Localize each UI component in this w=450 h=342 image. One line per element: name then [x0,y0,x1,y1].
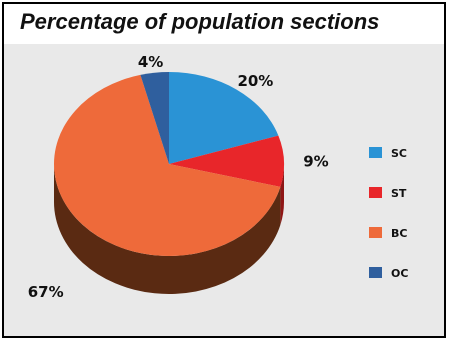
legend-label-oc: OC [391,267,408,280]
legend-swatch-st [369,187,382,198]
legend-swatch-oc [369,267,382,278]
chart-title: Percentage of population sections [20,9,380,34]
chart-frame: Percentage of population sections 20% 9% 6… [2,2,446,338]
pie-side-bc [54,164,281,294]
legend-swatch-sc [369,147,382,158]
pie-slice-bc [53,74,281,256]
plot-area: 20% 9% 67% 4% SC ST BC OC [4,44,444,336]
pie-slice-st [169,135,284,187]
pie-slice-sc [169,72,279,164]
data-label-oc: 4% [138,53,163,71]
legend-label-st: ST [391,187,407,200]
pie-chart: 20% 9% 67% 4% SC ST BC OC [28,53,409,301]
legend-label-bc: BC [391,227,407,240]
legend-swatch-bc [369,227,382,238]
data-label-bc: 67% [28,283,64,301]
data-label-sc: 20% [237,72,273,90]
pie-slice-oc [140,72,169,164]
legend-label-sc: SC [391,147,407,160]
pie-side-st [280,164,284,225]
title-bar: Percentage of population sections [4,4,444,44]
data-label-st: 9% [303,153,328,171]
